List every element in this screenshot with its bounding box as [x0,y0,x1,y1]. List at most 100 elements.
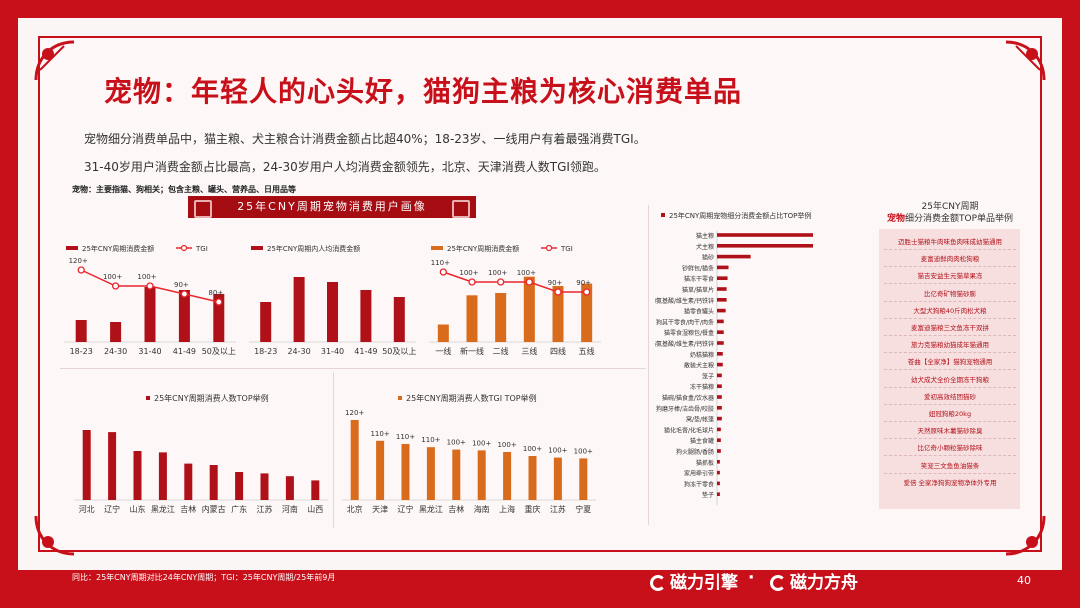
data-label: 100+ [447,439,466,447]
tick-label: 三线 [521,346,537,356]
bar [717,395,722,399]
subtitle-line-1: 宠物细分消费单品中，猫主粮、犬主粮合计消费金额占比超40%；18-23岁、一线用… [84,132,646,146]
tick-label: 奶糕猫粮 [690,351,714,359]
legend-label: TGI [195,245,208,253]
tick-label: 家用牵引带 [684,470,714,478]
footer-note: 同比：25年CNY周期对比24年CNY周期；TGI：25年CNY周期/25年前9… [72,573,336,582]
tick-label: 猫冻干零食 [684,275,714,283]
logo-dot: · [748,568,755,588]
bar [75,320,87,342]
bar [495,293,507,342]
tick-label: 猫抓板 [696,459,714,467]
bar [717,319,724,324]
tick-label: 黑龙江 [419,504,443,514]
tick-label: 吉林 [448,504,464,514]
tick-label: 广东 [231,504,247,514]
bar [717,373,722,378]
corner-ornament-icon [34,515,75,556]
data-label: 100+ [523,445,542,453]
data-label: 100+ [472,439,491,447]
tick-label: 笼子 [702,372,714,380]
panel-divider [333,372,334,528]
tgi-point [497,278,505,286]
right-panel-title-1: 25年CNY周期 [921,202,979,212]
tgi-point [468,278,476,286]
top-item: 大型犬狗粮40斤肉松犬粮 [913,306,987,315]
bar [717,287,727,291]
tgi-line [443,271,587,293]
data-label: 110+ [396,433,415,441]
tick-label: 31-40 [321,347,344,356]
tick-label: 辽宁 [104,504,120,514]
bar [158,452,167,500]
bar [311,480,320,500]
tick-label: 天津 [372,504,388,514]
legend-label: 25年CNY周期内人均消费金额 [267,244,360,253]
bar [717,470,720,475]
bar [717,244,813,248]
tick-label: 50及以上 [202,347,236,356]
logo-left-text: 磁力引擎 [670,573,738,593]
tgi-label: 100+ [103,273,122,281]
logo-right-text: 磁力方舟 [790,573,858,593]
tgi-label: 100+ [517,269,536,277]
legend-swatch [146,396,150,400]
tick-label: 散装犬主粮 [684,362,714,370]
bar [401,444,410,500]
data-label: 110+ [421,436,440,444]
tick-label: 狗磨牙棒/洁齿骨/咬胶 [656,405,714,413]
legend-swatch [66,246,78,250]
chart-subcategory-share: 25年CNY周期宠物细分消费金额占比TOP举例猫主粮犬主粮猫砂钞鲜包/猫条猫冻干… [655,211,813,505]
chart-age-spend-tgi: 25年CNY周期消费金额 TGI 18-23 24-30 31-40 41-49 50及以上… [64,244,236,356]
legend-label: 25年CNY周期消费金额 [447,244,519,253]
legend-swatch [251,246,263,250]
bar [393,297,405,342]
bar [717,352,723,356]
legend-swatch [661,213,665,217]
bar [717,460,720,464]
tick-label: 二线 [493,346,509,356]
top-item: 爱初高效结团猫砂 [924,392,976,401]
tgi-point [583,288,591,296]
tick-label: 猫砂 [702,254,714,262]
tgi-label: 120+ [69,257,88,265]
tgi-label: 100+ [137,273,156,281]
tick-label: 犬主粮 [696,243,714,251]
tick-label: 猫零食罐头 [684,308,714,316]
top-item-separator [884,335,1016,336]
tick-label: 吉林 [180,504,196,514]
top-item: 迈胜士猫粮牛肉味鱼肉味成幼猫通用 [898,238,1002,246]
bar [260,473,269,500]
bar [350,420,359,500]
bar [717,276,728,280]
tgi-point [215,298,223,306]
data-label: 100+ [497,441,516,449]
panel-title: 25年CNY周期消费人数TGI TOP举例 [406,393,537,403]
bar [717,265,729,270]
bar [260,302,272,342]
tgi-label: 100+ [488,269,507,277]
tick-label: 上海 [499,504,515,514]
tick-label: 四线 [550,346,566,356]
bar [437,324,449,342]
tgi-point [180,290,189,298]
tick-label: 山西 [307,504,323,514]
tick-label: 窝/垫/帐篷 [686,416,714,424]
bar [503,452,512,500]
bar [184,463,193,500]
panel-title: 25年CNY周期消费人数TOP举例 [154,393,269,403]
bar [360,290,372,342]
tick-label: 五线 [579,346,595,356]
bar [581,283,593,342]
tick-label: 猫主粮 [696,232,714,240]
bar [717,341,724,345]
tick-label: 31-40 [138,347,161,356]
bar [452,449,461,500]
tgi-point [111,282,120,290]
tgi-label: 100+ [459,269,478,277]
legend-label: 25年CNY周期宠物细分消费金额占比TOP举例 [669,211,811,220]
bar [82,430,91,500]
logo-cili-fangzhou: 磁力方舟 [770,568,858,593]
